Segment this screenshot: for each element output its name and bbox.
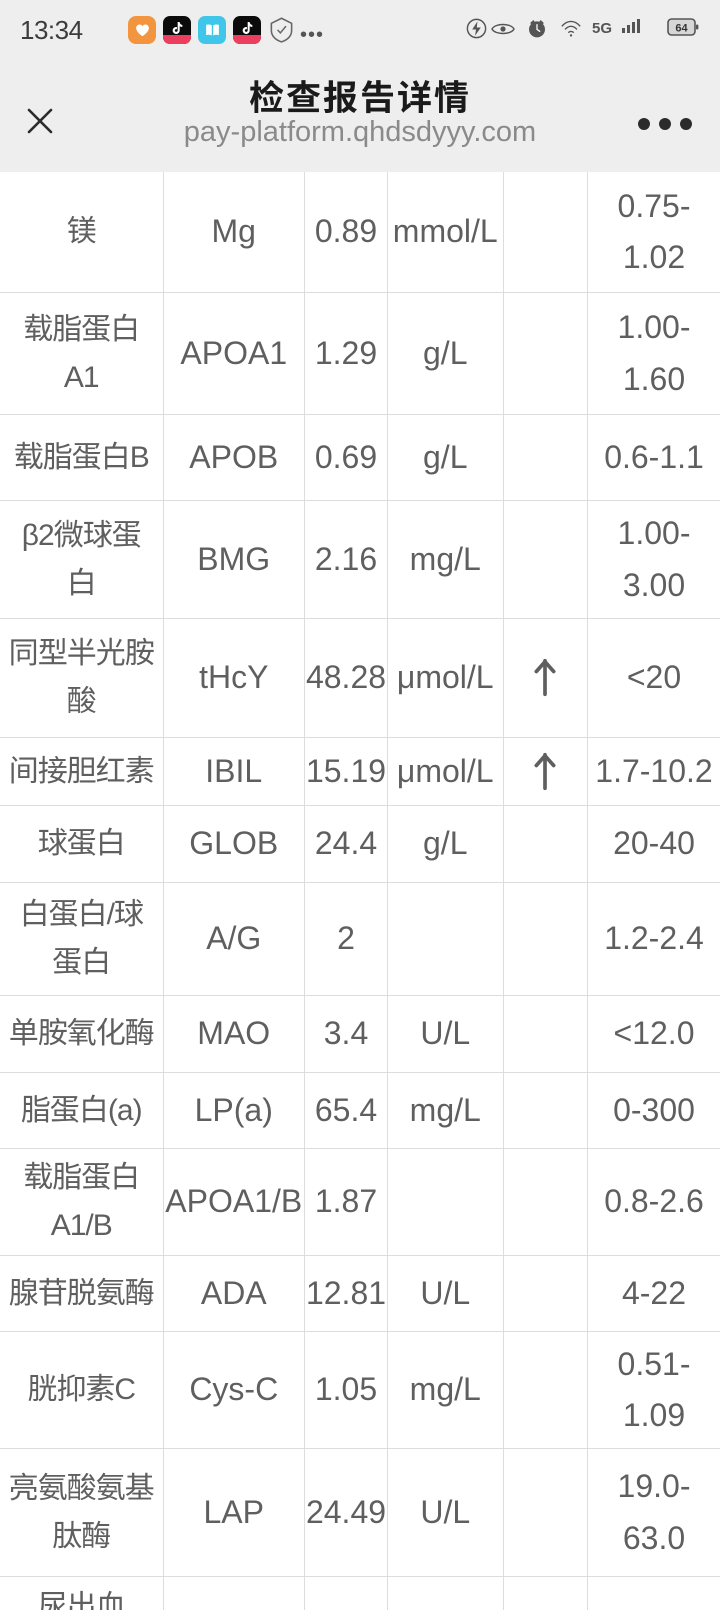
svg-text:64: 64 [675,22,688,34]
